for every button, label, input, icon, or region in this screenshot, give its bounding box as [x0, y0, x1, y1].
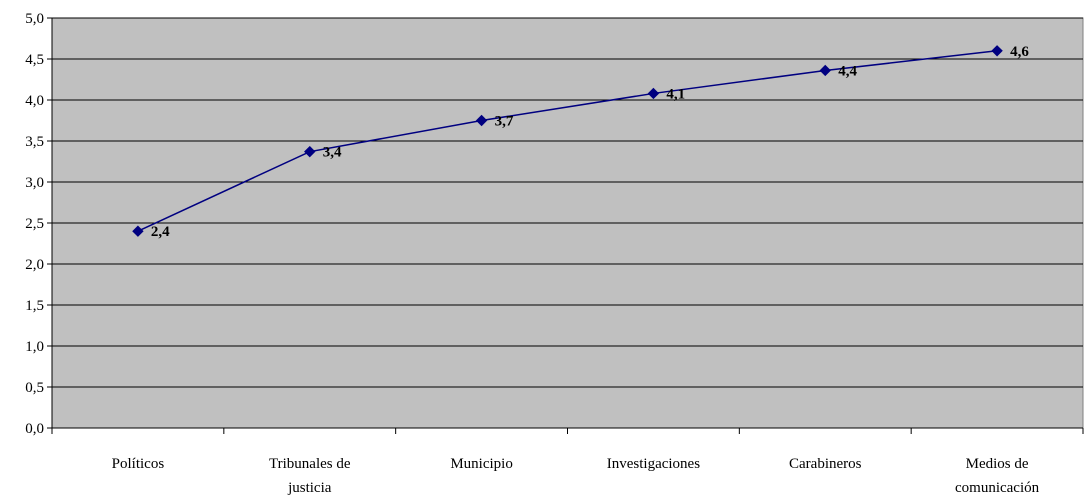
y-tick-label: 3,0: [25, 175, 44, 191]
x-tick-label: Carabineros: [789, 456, 862, 472]
y-tick-label: 4,0: [25, 93, 44, 109]
y-tick-label: 2,0: [25, 257, 44, 273]
x-axis: Políticos Tribunales de justicia Municipio I…: [51, 427, 1084, 496]
data-label: 2,4: [151, 224, 170, 240]
series-line: [137, 50, 998, 232]
gridlines: [52, 17, 1083, 388]
data-point: [304, 145, 316, 158]
y-tick-label: 0,5: [25, 380, 44, 396]
x-tick-label: Investigaciones: [607, 456, 700, 472]
data-point: [132, 225, 144, 237]
data-point: [647, 87, 660, 100]
y-tick-label: 4,5: [25, 52, 44, 68]
x-tick-label: Tribunales de justicia: [269, 456, 351, 496]
y-tick-label: 1,5: [25, 298, 44, 314]
data-label: 3,4: [323, 145, 342, 161]
data-point: [991, 45, 1003, 57]
data-label: 4,4: [838, 63, 857, 79]
y-tick-label: 2,5: [25, 216, 44, 232]
y-tick-label: 1,0: [25, 339, 44, 355]
y-tick-label: 5,0: [25, 11, 44, 27]
series-markers: [132, 45, 1003, 237]
x-tick-label: Medios de comunicación: [955, 456, 1040, 496]
data-label: 3,7: [495, 114, 514, 130]
series-line-path: [137, 50, 998, 232]
data-labels: 2,4 3,4 3,7 4,1 4,4 4,6: [151, 44, 1029, 240]
data-label: 4,1: [666, 86, 685, 102]
data-label: 4,6: [1010, 44, 1029, 60]
y-tick-label: 3,5: [25, 134, 44, 150]
y-tick-label: 0,0: [25, 421, 44, 437]
y-axis: 0,0 0,5 1,0 1,5 2,0 2,5 3,0 3,5 4,0 4,5 5,0: [25, 11, 53, 437]
x-tick-label: Municipio: [450, 456, 513, 472]
data-point: [475, 114, 488, 127]
data-point: [819, 64, 831, 77]
x-tick-label: Políticos: [112, 456, 165, 472]
